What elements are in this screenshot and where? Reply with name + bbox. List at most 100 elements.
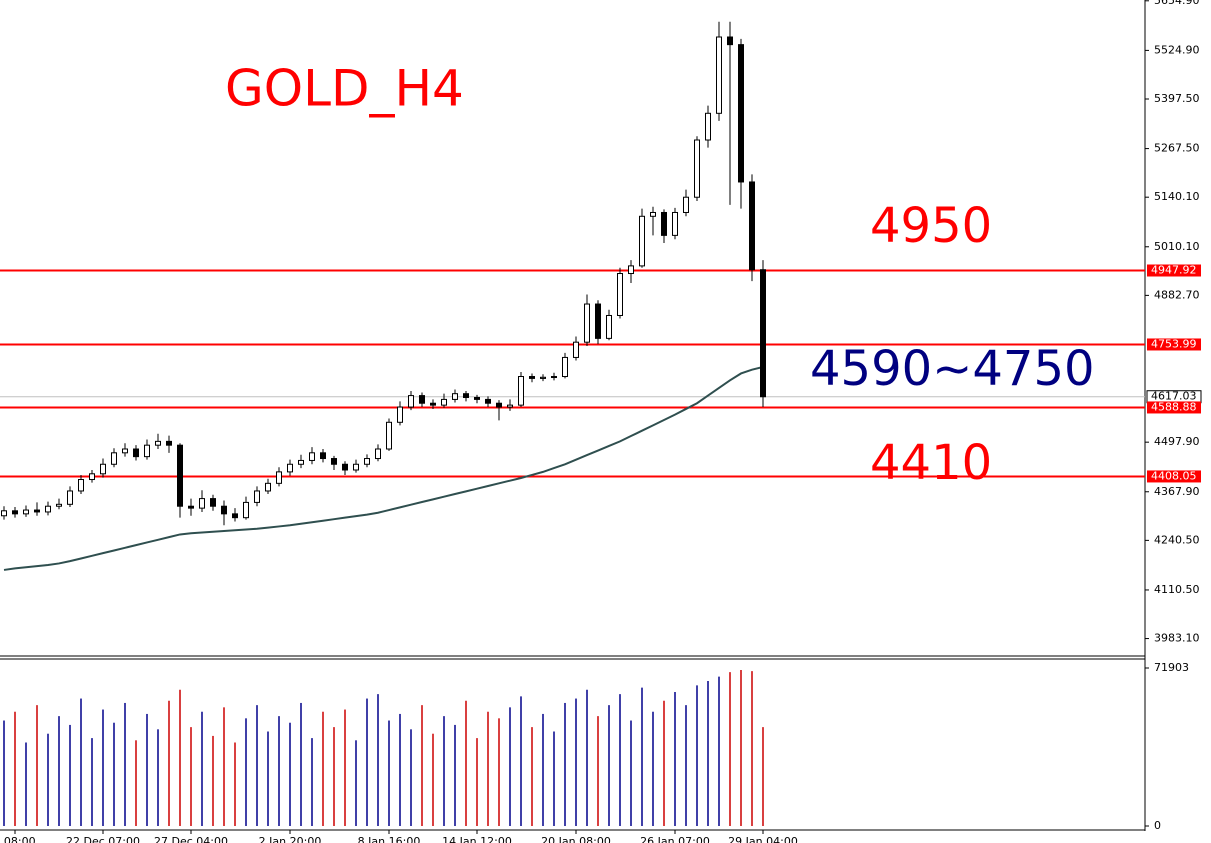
candle-body bbox=[749, 181, 755, 271]
candle-body bbox=[67, 490, 73, 505]
candle-body bbox=[727, 36, 733, 46]
candle-body bbox=[276, 471, 282, 484]
candle-body bbox=[562, 356, 568, 378]
volume-tick-label: 0 bbox=[1154, 819, 1161, 832]
candle-body bbox=[1, 510, 7, 517]
candle-body bbox=[78, 479, 84, 492]
candle-body bbox=[738, 44, 744, 183]
y-tick-label: 3983.10 bbox=[1154, 632, 1200, 645]
candle-body bbox=[232, 513, 238, 519]
candle-body bbox=[606, 314, 612, 339]
candle-body bbox=[452, 393, 458, 400]
candle-body bbox=[595, 303, 601, 339]
level-box bbox=[1147, 338, 1201, 351]
candle-body bbox=[309, 452, 315, 461]
level-label: 4588.88 bbox=[1151, 400, 1197, 413]
candle-body bbox=[463, 393, 469, 399]
candle-body bbox=[23, 509, 29, 515]
candle-body bbox=[672, 211, 678, 236]
main-panel bbox=[0, 0, 1145, 656]
candle-body bbox=[683, 196, 689, 213]
level-box bbox=[1147, 470, 1201, 483]
candle-body bbox=[375, 448, 381, 460]
candle-body bbox=[210, 498, 216, 507]
candle-body bbox=[540, 376, 546, 379]
y-tick-label: 5397.50 bbox=[1154, 92, 1200, 105]
candle-body bbox=[529, 376, 535, 379]
candle-body bbox=[639, 215, 645, 267]
candle-body bbox=[628, 265, 634, 275]
candle-body bbox=[441, 398, 447, 406]
candle-body bbox=[716, 36, 722, 114]
y-tick-label: 5010.10 bbox=[1154, 240, 1200, 253]
candle-body bbox=[155, 440, 161, 446]
candle-body bbox=[430, 402, 436, 406]
candle-body bbox=[34, 509, 40, 513]
annotation: 4590~4750 bbox=[810, 341, 1095, 397]
volume-tick-label: 71903 bbox=[1154, 661, 1189, 674]
candle-body bbox=[474, 397, 480, 400]
candle-body bbox=[507, 404, 513, 408]
candle-body bbox=[573, 341, 579, 358]
x-tick-label: 14 Jan 12:00 bbox=[442, 835, 512, 843]
candle-body bbox=[166, 440, 172, 446]
candle-body bbox=[397, 406, 403, 423]
x-tick-label: c 08:00 bbox=[0, 835, 36, 843]
candle-body bbox=[122, 448, 128, 454]
candle-body bbox=[199, 498, 205, 509]
candle-body bbox=[705, 112, 711, 141]
candle-body bbox=[353, 463, 359, 471]
candle-body bbox=[760, 269, 766, 398]
y-tick-label: 4240.50 bbox=[1154, 533, 1200, 546]
candle-body bbox=[518, 376, 524, 406]
x-tick-label: 27 Dec 04:00 bbox=[154, 835, 228, 843]
candle-body bbox=[408, 395, 414, 408]
level-label: 4753.99 bbox=[1151, 337, 1197, 350]
candle-body bbox=[133, 448, 139, 458]
level-label: 4408.05 bbox=[1151, 469, 1197, 482]
candle-body bbox=[661, 211, 667, 236]
y-tick-label: 4497.90 bbox=[1154, 435, 1200, 448]
candle-body bbox=[331, 458, 337, 465]
candle-body bbox=[221, 505, 227, 515]
candle-body bbox=[694, 139, 700, 198]
y-tick-label: 5140.10 bbox=[1154, 190, 1200, 203]
candle-body bbox=[617, 273, 623, 316]
candle-body bbox=[386, 421, 392, 450]
y-tick-label: 4367.90 bbox=[1154, 485, 1200, 498]
annotation: 4410 bbox=[870, 435, 992, 491]
candle-body bbox=[551, 376, 557, 379]
candle-body bbox=[584, 303, 590, 343]
x-tick-label: 8 Jan 16:00 bbox=[358, 835, 421, 843]
candle-body bbox=[12, 510, 18, 515]
y-tick-label: 5267.50 bbox=[1154, 142, 1200, 155]
level-label: 4947.92 bbox=[1151, 263, 1197, 276]
candle-body bbox=[287, 463, 293, 473]
candle-body bbox=[45, 505, 51, 513]
candle-body bbox=[364, 458, 370, 465]
candle-body bbox=[100, 463, 106, 475]
candle-body bbox=[265, 482, 271, 492]
candle-body bbox=[496, 402, 502, 408]
candle-body bbox=[89, 473, 95, 481]
level-box bbox=[1147, 401, 1201, 414]
candle-body bbox=[485, 398, 491, 404]
level-box bbox=[1147, 264, 1201, 277]
candle-body bbox=[342, 463, 348, 471]
y-tick-label: 4882.70 bbox=[1154, 288, 1200, 301]
chart-title: GOLD_H4 bbox=[225, 60, 464, 118]
candle-body bbox=[111, 452, 117, 465]
current-price-label: 4617.03 bbox=[1151, 390, 1197, 403]
candle-body bbox=[56, 503, 62, 507]
x-tick-label: 26 Jan 07:00 bbox=[640, 835, 710, 843]
candle-body bbox=[177, 444, 183, 507]
candle-body bbox=[144, 444, 150, 458]
y-tick-label: 4110.50 bbox=[1154, 583, 1200, 596]
x-tick-label: 2 Jan 20:00 bbox=[259, 835, 322, 843]
candle-body bbox=[650, 211, 656, 217]
x-tick-label: 20 Jan 08:00 bbox=[541, 835, 611, 843]
y-tick-label: 5654.90 bbox=[1154, 0, 1200, 7]
y-tick-label: 5524.90 bbox=[1154, 43, 1200, 56]
